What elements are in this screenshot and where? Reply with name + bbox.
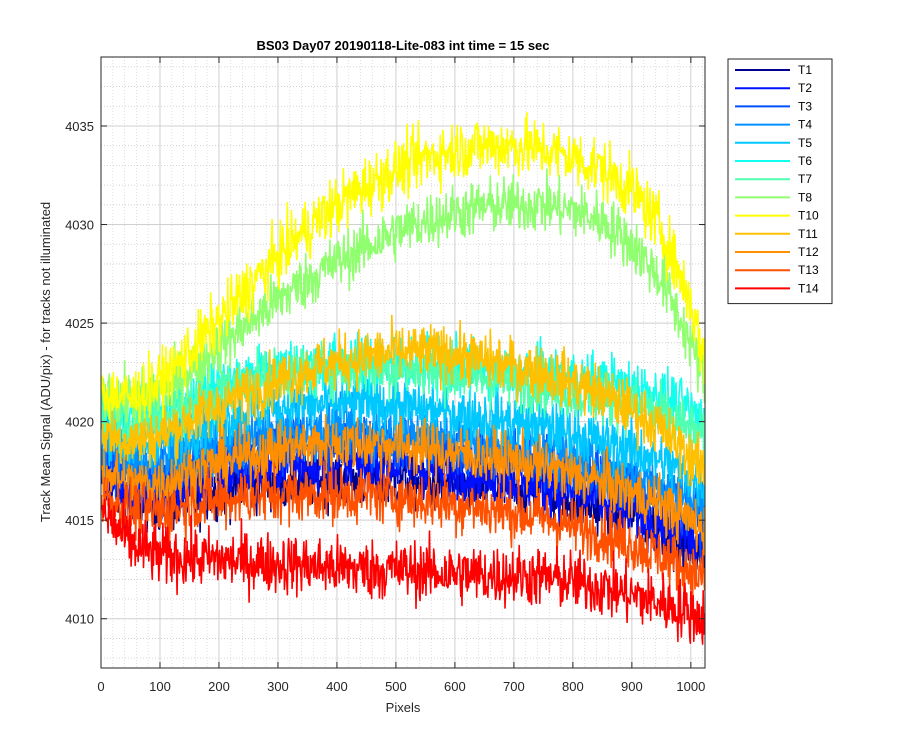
y-tick-label: 4015 [65,513,94,528]
y-tick-label: 4020 [65,415,94,430]
x-axis-label: Pixels [386,700,421,715]
axes [100,56,706,669]
x-tick-label: 200 [208,679,230,694]
legend-label-t14: T14 [798,281,819,295]
legend-label-t8: T8 [798,190,812,204]
legend-label-t1: T1 [798,63,812,77]
y-tick-label: 4030 [65,218,94,233]
legend-label-t7: T7 [798,172,812,186]
legend-label-t6: T6 [798,154,812,168]
x-tick-label: 900 [621,679,643,694]
axes-box [100,56,706,669]
series-line-t10 [101,111,705,426]
x-tick-label: 100 [149,679,171,694]
legend-label-t3: T3 [798,99,812,113]
series-line-t12 [101,413,705,556]
y-tick-label: 4035 [65,119,94,134]
y-tick-label: 4025 [65,316,94,331]
legend-label-t10: T10 [798,209,819,223]
series-line-t14 [101,497,705,645]
series-line-t8 [101,168,705,431]
tick-labels: 0 100 200 300 400 500 600 700 800 900 1000 4010 4015… [65,119,705,694]
series-clip [101,111,705,645]
series-line-t11 [101,314,705,487]
x-tick-label: 700 [503,679,525,694]
y-tick-label: 4010 [65,612,94,627]
y-axis-label: Track Mean Signal (ADU/pix) - for tracks… [38,202,53,522]
legend: T1 T2 T3 T4 T5 T6 T7 T8 T10 T11 T12 T13 T14 [727,58,833,305]
legend-label-t5: T5 [798,136,812,150]
series-group [101,111,705,645]
x-tick-label: 0 [97,679,104,694]
x-tick-label: 600 [444,679,466,694]
x-tick-label: 500 [385,679,407,694]
legend-box [727,58,833,305]
legend-label-t2: T2 [798,81,812,95]
x-tick-label: 300 [267,679,289,694]
legend-label-t11: T11 [798,227,818,241]
chart-title: BS03 Day07 20190118-Lite-083 int time = … [256,38,549,53]
legend-label-t12: T12 [798,245,819,259]
x-tick-label: 1000 [676,679,705,694]
legend-label-t13: T13 [798,263,819,277]
legend-label-t4: T4 [798,118,812,132]
series-line-t13 [101,460,705,608]
x-tick-label: 800 [562,679,584,694]
x-tick-label: 400 [326,679,348,694]
